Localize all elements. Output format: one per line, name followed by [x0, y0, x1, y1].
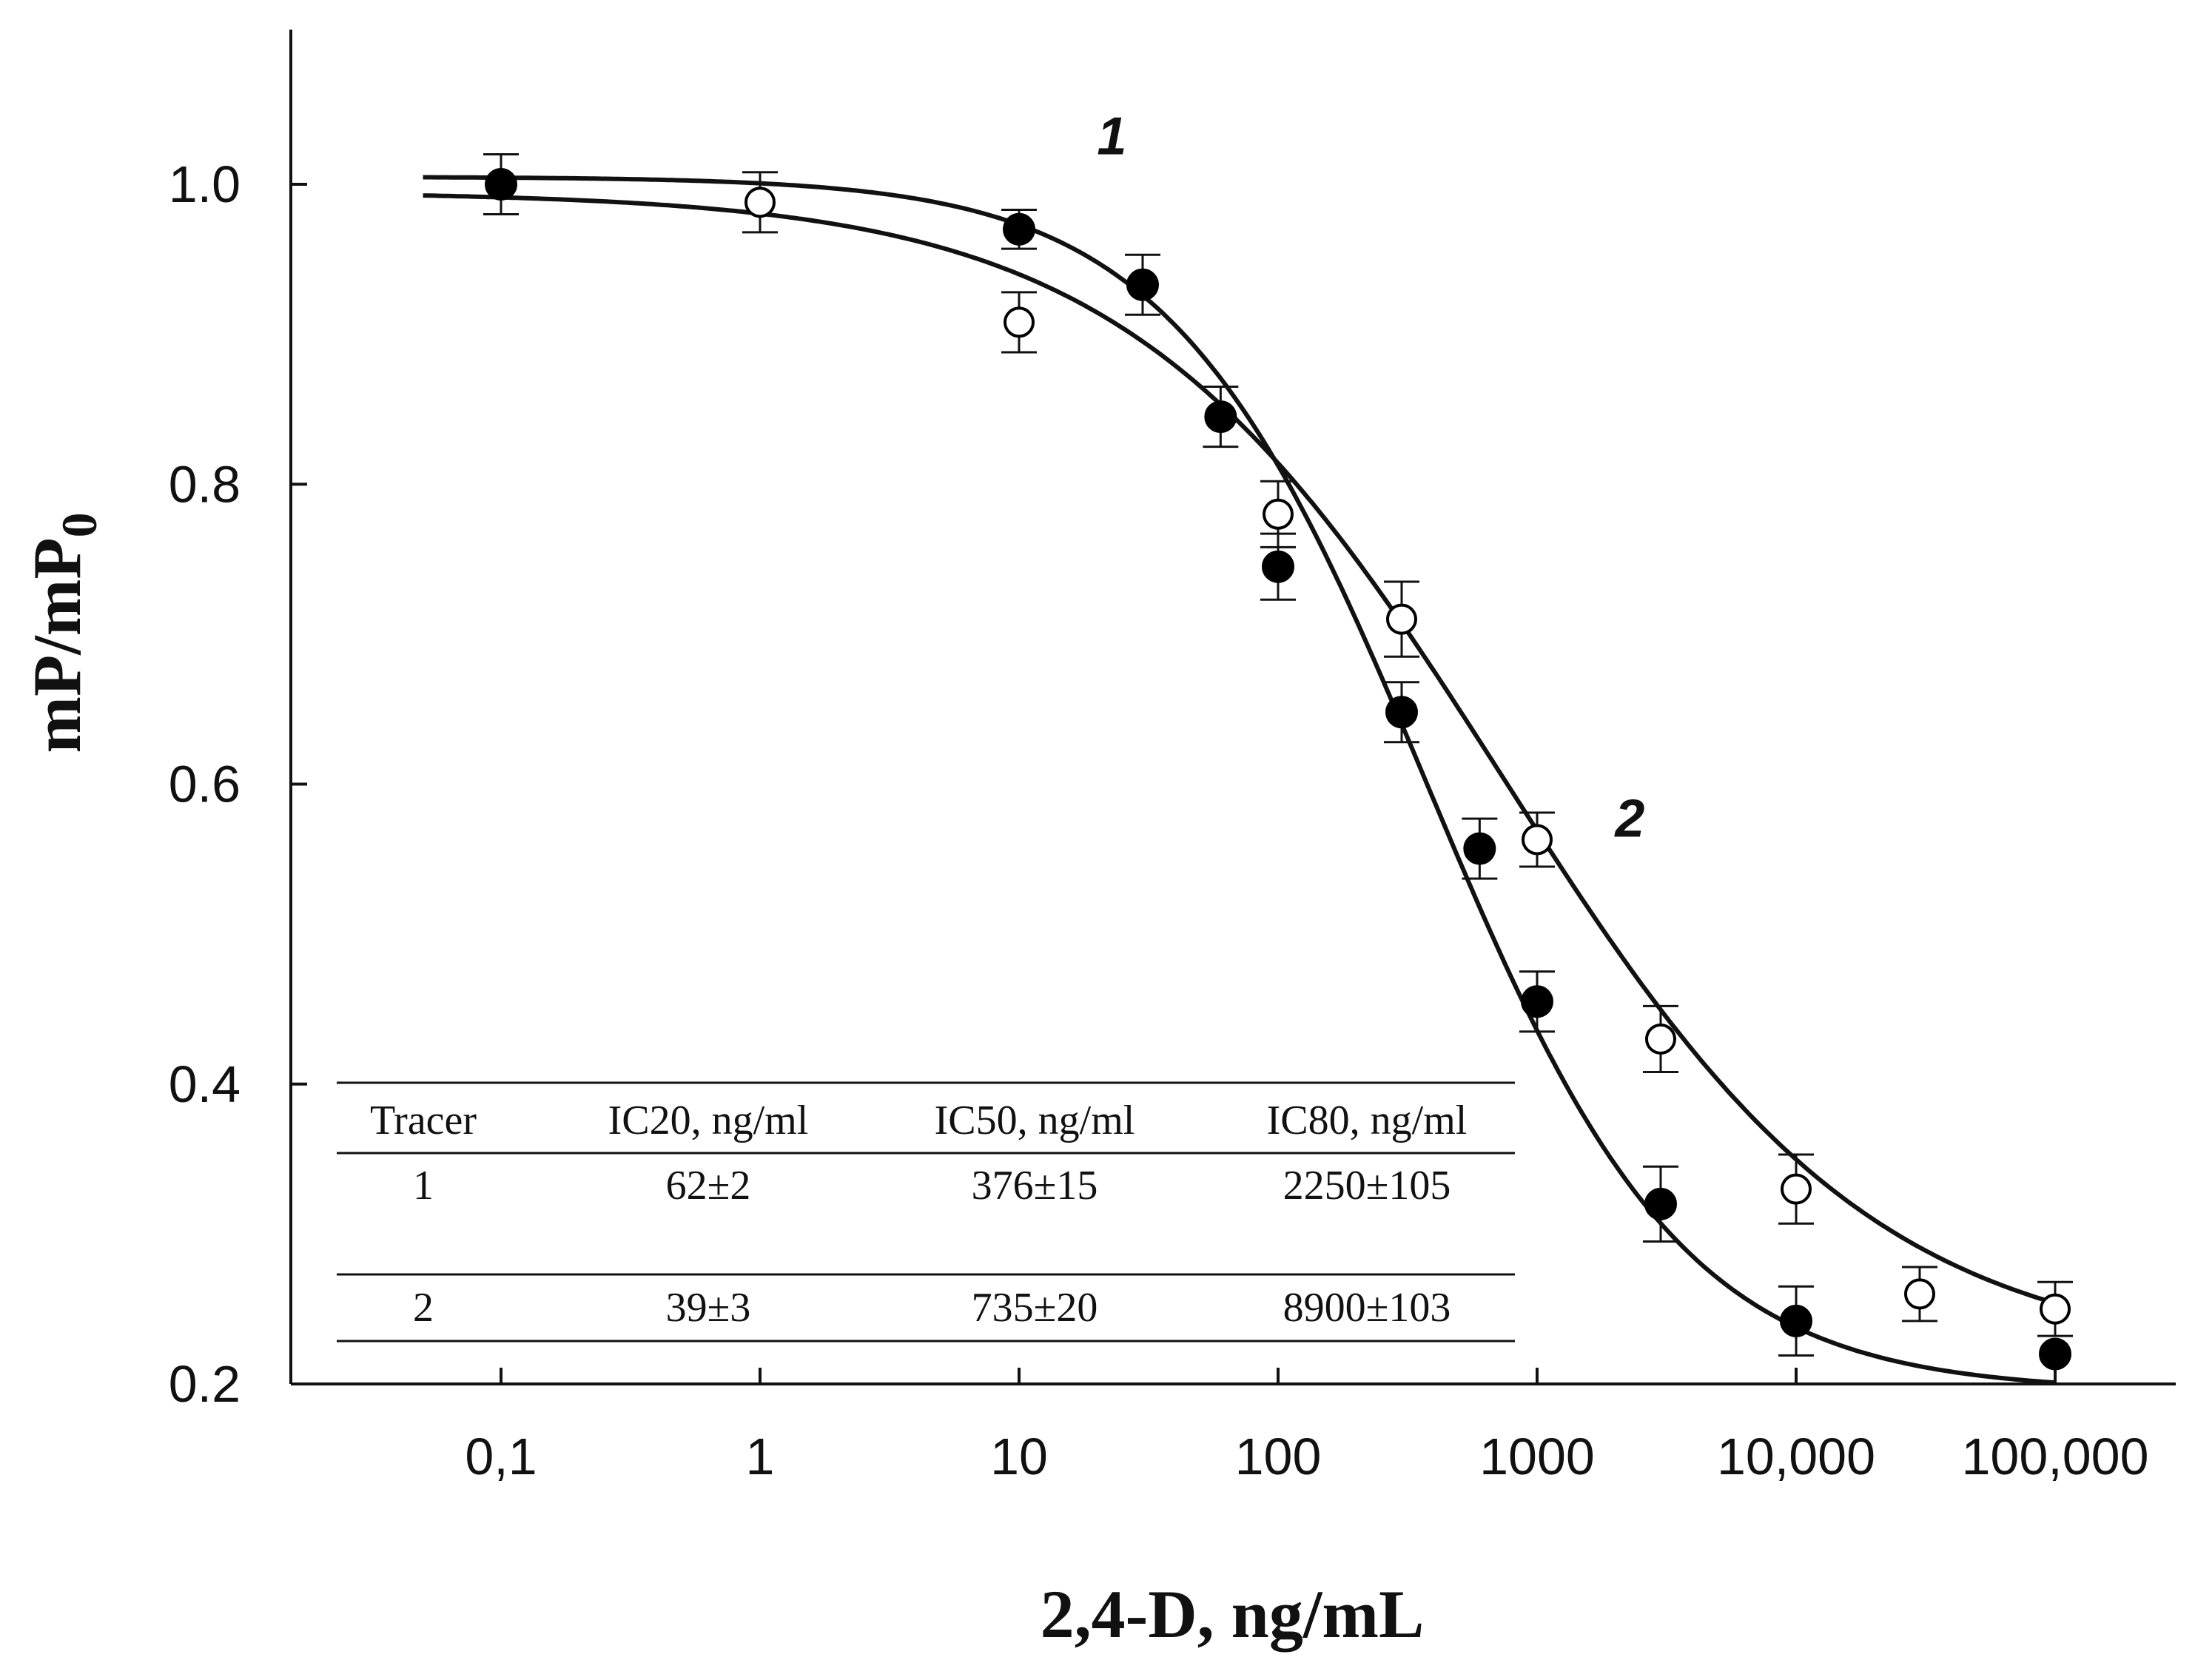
ic-table: Tracer IC20, ng/ml IC50, ng/ml IC80, ng/…: [337, 1081, 1515, 1343]
x-tick-label: 1: [746, 1428, 775, 1485]
x-tick-label: 10: [990, 1428, 1048, 1485]
data-points: [483, 152, 2073, 1371]
table-cell-ic20: 62±2: [666, 1163, 751, 1209]
y-axis-title-subscript: 0: [51, 512, 107, 537]
data-point-series-1: [1262, 550, 1294, 583]
data-point-series-2: [1781, 1173, 1812, 1205]
y-tick-label: 0.2: [169, 1355, 241, 1413]
x-axis-title: 2,4-D, ng/mL: [1041, 1576, 1425, 1652]
table-header-tracer: Tracer: [370, 1098, 477, 1143]
table-cell-ic20: 39±3: [666, 1285, 751, 1331]
y-tick-label: 0.8: [169, 455, 241, 513]
data-point-series-2: [1004, 306, 1035, 338]
data-point-series-2: [1522, 824, 1553, 856]
table-header-ic20: IC20, ng/ml: [608, 1098, 809, 1143]
table-cell-ic50: 376±15: [972, 1163, 1098, 1209]
x-ticks: 0,1 1 10 100 1000 10,000 100,000: [465, 1368, 2149, 1485]
y-axis-title: mP/mP0: [19, 512, 107, 753]
data-point-series-1: [1780, 1304, 1812, 1337]
data-point-series-2: [744, 187, 776, 218]
table-cell-ic80: 2250±105: [1283, 1163, 1451, 1209]
y-tick-label: 1.0: [169, 155, 241, 213]
x-tick-label: 0,1: [465, 1428, 537, 1485]
data-point-series-1: [1126, 268, 1159, 301]
x-tick-label: 1000: [1479, 1428, 1595, 1485]
curve-label-1: 1: [1097, 107, 1126, 166]
data-point-series-1: [1204, 400, 1237, 434]
x-tick-label: 10,000: [1717, 1428, 1875, 1485]
data-point-series-2: [1263, 498, 1294, 530]
y-axis-title-main: mP/mP: [19, 537, 95, 753]
curve-label-2: 2: [1613, 789, 1644, 848]
table-header-ic80: IC80, ng/ml: [1267, 1098, 1468, 1143]
table-cell-tracer: 2: [413, 1285, 434, 1331]
data-point-series-2: [1644, 1023, 1676, 1055]
y-tick-label: 0.6: [169, 756, 241, 813]
x-tick-label: 100,000: [1961, 1428, 2148, 1485]
data-point-series-1: [1385, 696, 1418, 729]
data-point-series-1: [485, 168, 517, 201]
fit-curve-2: [423, 193, 2056, 1306]
data-point-series-1: [1463, 832, 1496, 865]
data-point-series-2: [1903, 1278, 1935, 1310]
table-cell-ic80: 8900±103: [1283, 1285, 1451, 1331]
data-point-series-1: [1644, 1187, 1677, 1220]
y-tick-label: 0.4: [169, 1055, 241, 1113]
curve-labels: 12: [1097, 107, 1644, 848]
data-point-series-2: [2040, 1293, 2071, 1325]
data-point-series-1: [1521, 985, 1553, 1018]
table-cell-ic50: 735±20: [972, 1285, 1098, 1331]
y-ticks: 0.2 0.4 0.6 0.8 1.0: [169, 155, 307, 1413]
data-point-series-1: [1003, 212, 1035, 246]
x-tick-label: 100: [1235, 1428, 1322, 1485]
data-point-series-2: [1385, 603, 1417, 635]
table-header-ic50: IC50, ng/ml: [935, 1098, 1135, 1143]
data-point-series-1: [2039, 1337, 2071, 1371]
table-cell-tracer: 1: [413, 1163, 434, 1209]
